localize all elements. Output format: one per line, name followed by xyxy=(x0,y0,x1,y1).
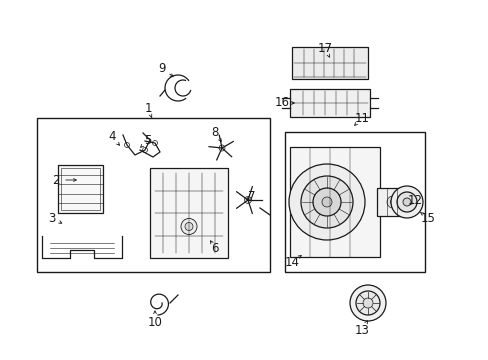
Circle shape xyxy=(390,186,422,218)
Text: 8: 8 xyxy=(211,126,218,139)
Bar xyxy=(61,168,100,210)
Circle shape xyxy=(288,164,364,240)
Bar xyxy=(150,168,227,258)
Circle shape xyxy=(386,196,398,208)
Text: 12: 12 xyxy=(407,194,422,207)
Bar xyxy=(37,118,269,272)
Text: 10: 10 xyxy=(147,315,162,328)
Text: 14: 14 xyxy=(284,256,299,269)
Text: 15: 15 xyxy=(420,211,434,225)
Text: 1: 1 xyxy=(144,103,151,116)
Bar xyxy=(289,89,369,117)
Bar xyxy=(289,89,369,117)
Circle shape xyxy=(396,192,416,212)
Circle shape xyxy=(362,298,372,308)
Circle shape xyxy=(142,148,147,153)
Circle shape xyxy=(402,198,410,206)
Circle shape xyxy=(244,197,251,203)
Circle shape xyxy=(152,140,157,145)
Bar xyxy=(58,165,103,213)
Circle shape xyxy=(184,222,193,230)
Text: 7: 7 xyxy=(248,189,255,202)
Circle shape xyxy=(321,197,331,207)
Text: 6: 6 xyxy=(211,242,218,255)
Bar xyxy=(289,147,379,257)
Text: 4: 4 xyxy=(108,130,116,144)
Circle shape xyxy=(390,199,395,204)
Circle shape xyxy=(219,145,224,151)
Text: 16: 16 xyxy=(274,96,289,109)
Text: 2: 2 xyxy=(52,174,60,186)
Text: 13: 13 xyxy=(354,324,368,337)
Bar xyxy=(376,188,408,216)
Text: 5: 5 xyxy=(144,134,151,147)
Circle shape xyxy=(355,291,379,315)
Text: 9: 9 xyxy=(158,62,165,75)
Text: 3: 3 xyxy=(48,211,56,225)
Bar xyxy=(285,132,424,272)
Bar xyxy=(291,47,367,79)
Circle shape xyxy=(124,143,129,148)
Circle shape xyxy=(301,176,352,228)
Circle shape xyxy=(349,285,385,321)
Text: 17: 17 xyxy=(317,41,332,54)
Circle shape xyxy=(181,219,197,234)
Text: 11: 11 xyxy=(354,112,369,125)
Circle shape xyxy=(312,188,340,216)
